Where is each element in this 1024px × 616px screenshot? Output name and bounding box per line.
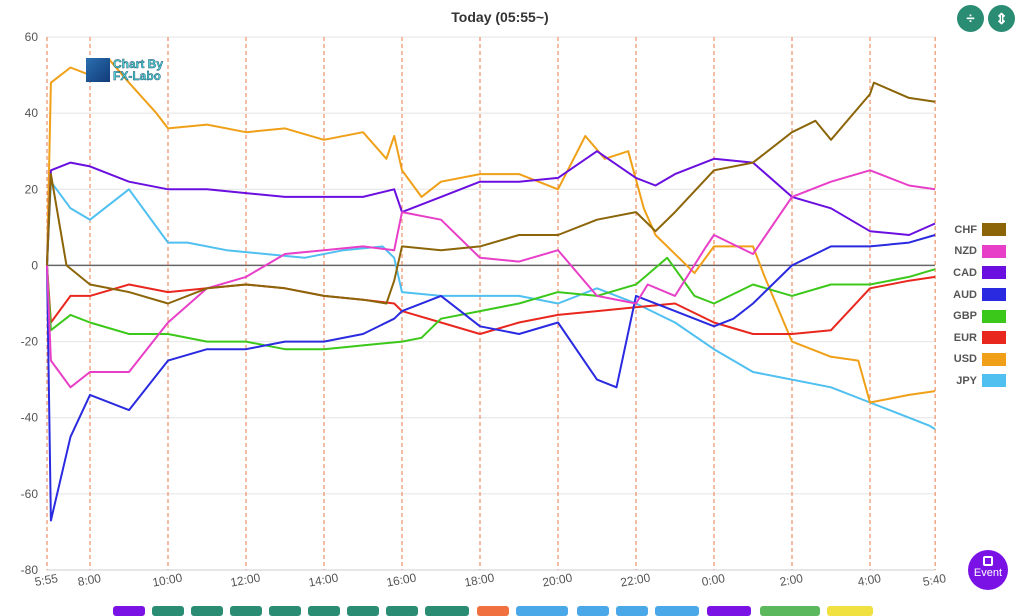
legend-swatch: [982, 266, 1006, 280]
series-line-nzd: [46, 169, 936, 389]
logo-line1: Chart By: [113, 57, 164, 71]
legend-label: NZD: [954, 245, 977, 258]
bottom-tab[interactable]: [191, 606, 223, 616]
x-tick-label: 5:40: [922, 571, 948, 589]
legend-swatch: [982, 309, 1006, 323]
legend-swatch: [982, 288, 1006, 302]
bottom-tab[interactable]: [827, 606, 873, 616]
legend-swatch: [982, 244, 1006, 258]
x-tick-label: 8:00: [77, 571, 103, 589]
expand-button[interactable]: ⇕: [988, 5, 1015, 32]
bottom-tab[interactable]: [308, 606, 340, 616]
legend-label: GBP: [953, 310, 977, 323]
x-tick-label: 10:00: [151, 571, 183, 590]
x-tick-label: 5:55: [34, 571, 60, 589]
legend-item-cad[interactable]: CAD: [950, 262, 1006, 284]
y-tick-label: 60: [25, 30, 39, 44]
series-line-chf: [46, 81, 936, 305]
bottom-tab[interactable]: [386, 606, 418, 616]
compress-button[interactable]: ÷: [957, 5, 984, 32]
logo: Chart By FX-Labo: [86, 58, 163, 82]
series-line-cad: [46, 150, 936, 266]
legend-item-eur[interactable]: EUR: [950, 327, 1006, 349]
bottom-tab[interactable]: [347, 606, 379, 616]
event-label: Event: [973, 567, 1003, 579]
legend-item-chf[interactable]: CHF: [950, 219, 1006, 241]
x-tick-label: 2:00: [779, 571, 805, 589]
legend-label: USD: [953, 353, 977, 366]
x-tick-label: 4:00: [857, 571, 883, 589]
legend-swatch: [982, 331, 1006, 345]
compress-icon: ÷: [966, 10, 975, 27]
expand-icon: ⇕: [995, 10, 1008, 28]
bottom-tab[interactable]: [425, 606, 469, 616]
x-tick-label: 22:00: [619, 571, 651, 590]
y-tick-label: -60: [21, 487, 39, 501]
series-line-gbp: [46, 256, 936, 351]
legend-item-nzd[interactable]: NZD: [950, 241, 1006, 263]
legend-item-aud[interactable]: AUD: [950, 284, 1006, 306]
bottom-tab[interactable]: [760, 606, 820, 616]
chart-title: Today (05:55~): [451, 9, 549, 25]
legend-swatch: [982, 352, 1006, 366]
series-line-aud: [46, 234, 936, 522]
series-line-jpy: [46, 180, 936, 430]
bottom-tab[interactable]: [269, 606, 301, 616]
event-button[interactable]: Event: [968, 550, 1008, 590]
bottom-tab[interactable]: [707, 606, 751, 616]
y-tick-label: -20: [21, 335, 39, 349]
y-tick-label: 20: [25, 182, 39, 196]
x-tick-label: 20:00: [541, 571, 573, 590]
series-line-eur: [46, 265, 936, 335]
x-tick-label: 0:00: [701, 571, 727, 589]
legend-label: AUD: [953, 288, 977, 301]
legend-label: EUR: [953, 331, 977, 344]
logo-icon: [86, 58, 110, 82]
legend-item-gbp[interactable]: GBP: [950, 305, 1006, 327]
y-tick-label: 0: [31, 258, 38, 272]
x-tick-label: 12:00: [229, 571, 261, 590]
y-tick-label: -80: [21, 563, 39, 577]
bottom-tab[interactable]: [655, 606, 699, 616]
legend: CHF NZD CAD AUD GBP EUR USD JPY: [950, 219, 1006, 392]
bottom-tab-strip: [0, 604, 1024, 616]
legend-label: JPY: [956, 374, 977, 387]
y-tick-label: -40: [21, 411, 39, 425]
calendar-icon: [983, 556, 993, 566]
legend-item-jpy[interactable]: JPY: [950, 370, 1006, 392]
legend-swatch: [982, 223, 1006, 237]
bottom-tab[interactable]: [577, 606, 609, 616]
x-tick-label: 18:00: [463, 571, 495, 590]
x-tick-label: 16:00: [385, 571, 417, 590]
bottom-tab[interactable]: [230, 606, 262, 616]
bottom-tab[interactable]: [616, 606, 648, 616]
series-line-usd: [46, 58, 936, 404]
legend-item-usd[interactable]: USD: [950, 349, 1006, 371]
legend-label: CAD: [953, 266, 977, 279]
x-tick-label: 14:00: [307, 571, 339, 590]
bottom-tab[interactable]: [516, 606, 568, 616]
y-tick-label: 40: [25, 106, 39, 120]
bottom-tab[interactable]: [477, 606, 509, 616]
logo-line2: FX-Labo: [113, 69, 161, 83]
bottom-tab[interactable]: [152, 606, 184, 616]
legend-swatch: [982, 374, 1006, 388]
bottom-tab[interactable]: [113, 606, 145, 616]
legend-label: CHF: [954, 223, 977, 236]
